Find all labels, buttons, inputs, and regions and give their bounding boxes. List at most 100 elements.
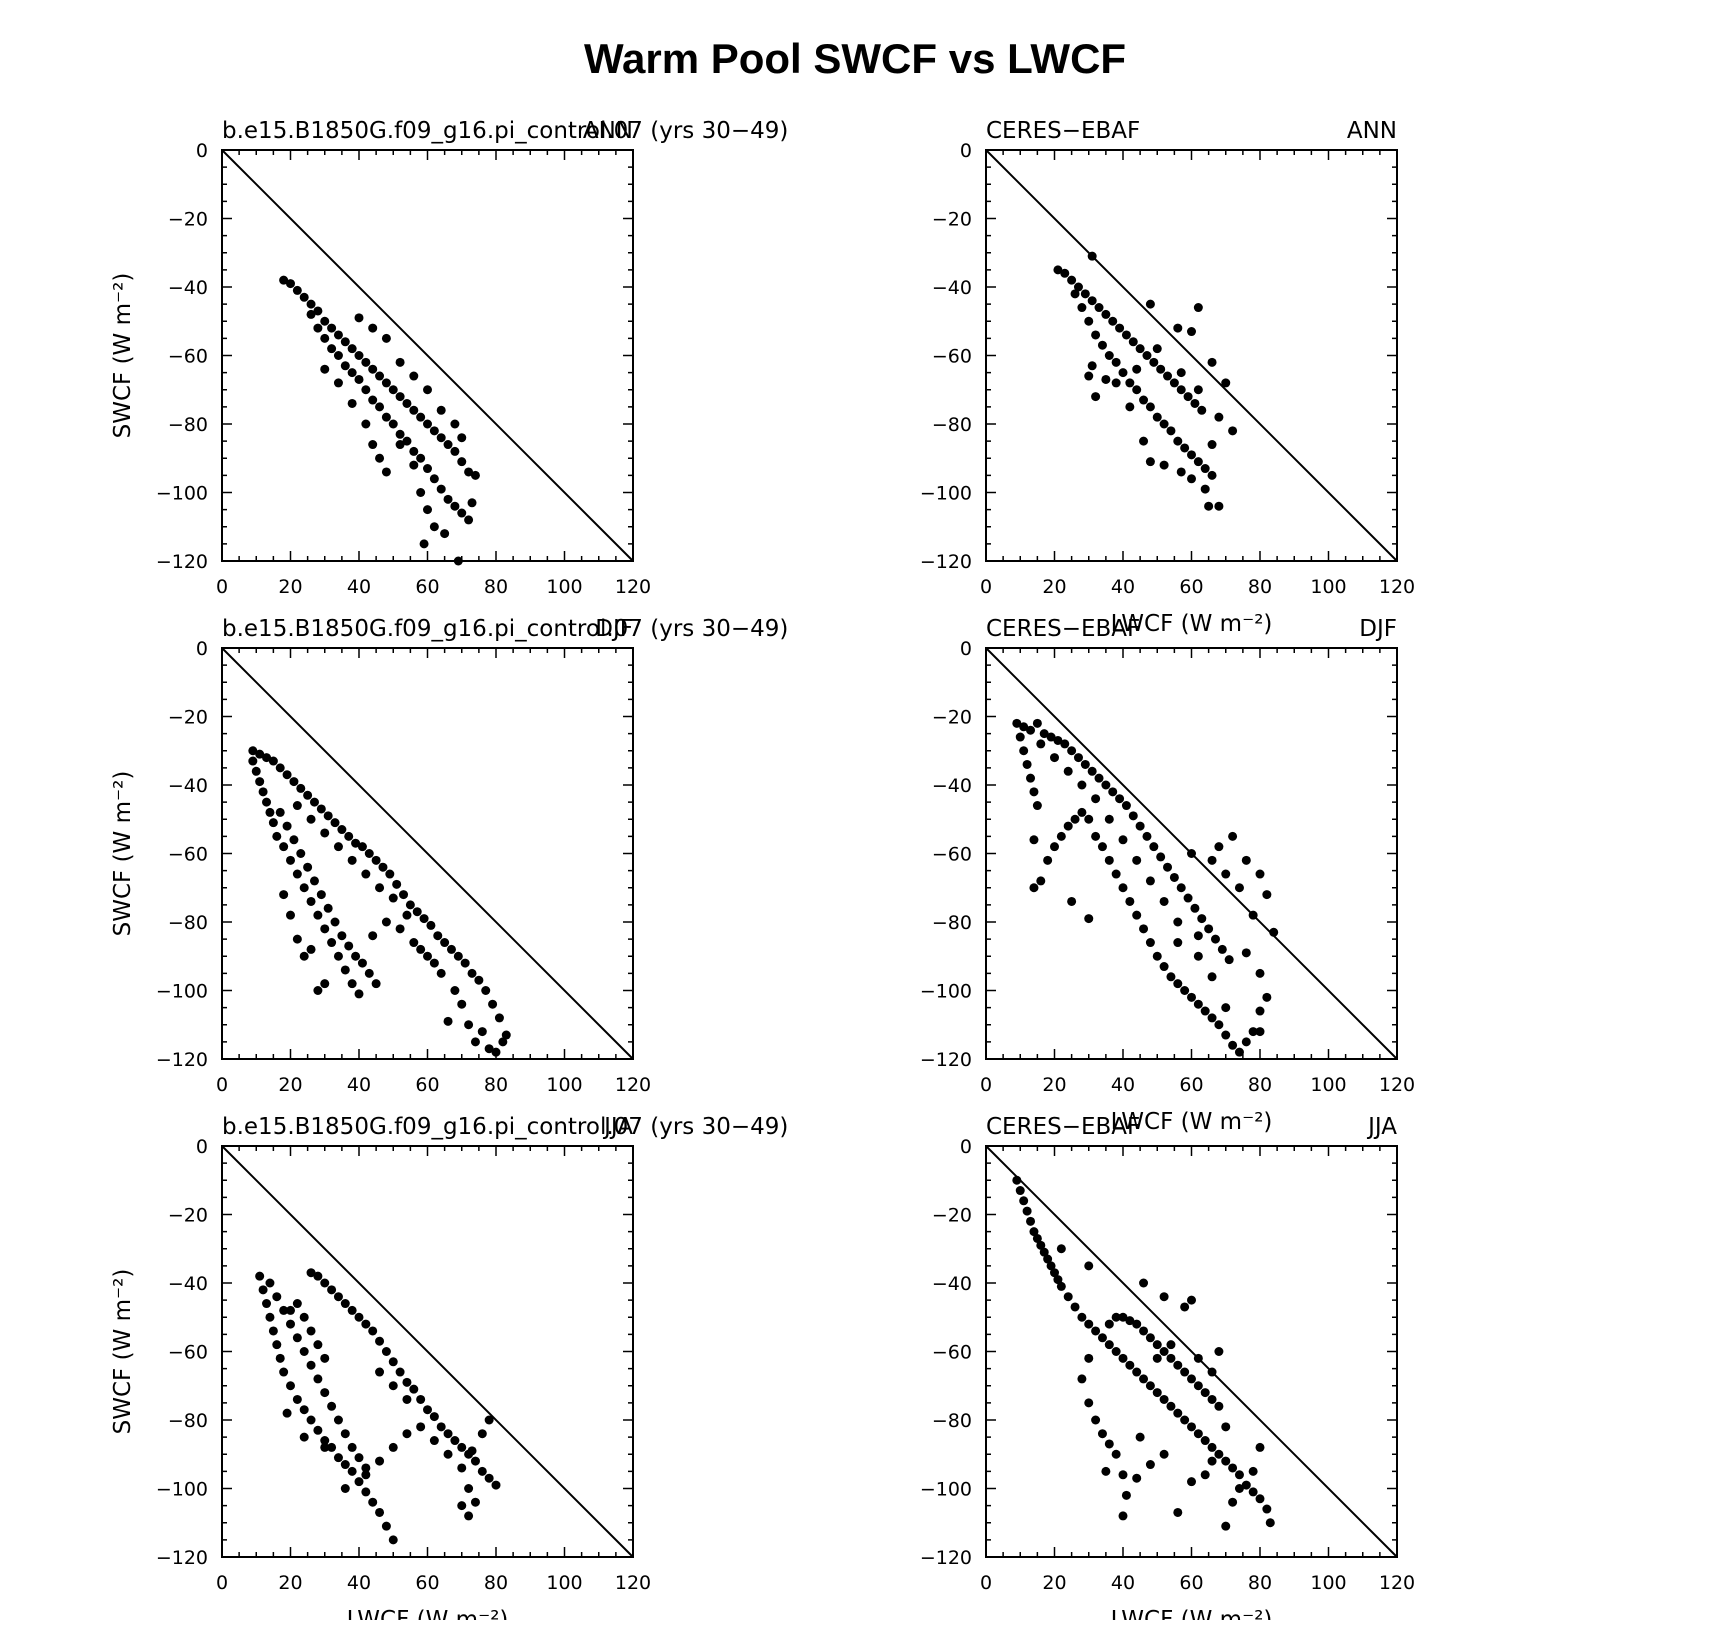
data-point <box>1228 426 1238 436</box>
data-point <box>313 910 323 920</box>
data-point <box>381 917 391 927</box>
data-point <box>1084 371 1094 381</box>
data-point <box>1187 992 1196 1002</box>
data-point <box>1026 725 1036 735</box>
data-point <box>1118 1353 1128 1363</box>
figure-title: Warm Pool SWCF vs LWCF <box>584 35 1126 82</box>
data-point <box>453 556 463 566</box>
y-tick-label: −80 <box>168 1410 208 1432</box>
data-point <box>1152 344 1162 354</box>
y-axis-title: SWCF (W m⁻²) <box>110 273 136 439</box>
data-point <box>1039 729 1049 739</box>
data-point <box>464 467 474 477</box>
data-point <box>1255 1442 1265 1452</box>
data-point <box>299 1347 309 1356</box>
data-point <box>1067 896 1077 906</box>
data-point <box>1084 1353 1094 1363</box>
data-point <box>1193 1429 1203 1439</box>
data-point <box>299 1405 309 1415</box>
data-point <box>347 398 357 408</box>
y-tick-label: −80 <box>932 414 972 436</box>
data-point <box>1255 1027 1265 1037</box>
y-tick-label: 0 <box>196 1136 208 1158</box>
data-point <box>248 746 258 756</box>
data-point <box>265 1278 275 1288</box>
data-point <box>296 783 306 793</box>
data-point <box>1121 1490 1131 1500</box>
y-tick-label: −80 <box>932 1410 972 1432</box>
data-point <box>333 951 343 961</box>
data-point <box>443 1016 453 1026</box>
data-point <box>443 1449 453 1459</box>
data-point <box>1022 1206 1032 1216</box>
data-point <box>402 1429 412 1439</box>
data-point <box>327 1401 337 1411</box>
data-point <box>464 1484 474 1493</box>
data-point <box>1207 855 1217 865</box>
y-tick-label: −100 <box>920 1479 972 1501</box>
data-point <box>1053 1275 1063 1285</box>
data-point <box>1187 1374 1196 1384</box>
data-point <box>286 1319 295 1329</box>
season-label: ANN <box>583 118 633 144</box>
data-point <box>1187 1295 1196 1305</box>
data-point <box>1176 467 1186 477</box>
data-point <box>1204 501 1214 511</box>
data-point <box>262 753 272 763</box>
data-point <box>1139 395 1149 405</box>
data-point <box>429 1436 439 1446</box>
data-point <box>1111 357 1121 367</box>
data-point <box>1145 938 1155 948</box>
data-point <box>320 364 330 374</box>
data-point <box>1248 1466 1258 1476</box>
data-point <box>412 907 422 917</box>
data-point <box>1036 1240 1046 1250</box>
data-point <box>299 1432 309 1442</box>
data-point <box>1214 501 1224 511</box>
data-point <box>255 749 265 759</box>
data-point <box>347 344 357 354</box>
data-point <box>1149 357 1159 367</box>
data-point <box>1118 1470 1128 1480</box>
data-point <box>416 1422 426 1432</box>
data-point <box>1169 378 1179 388</box>
data-point <box>320 1278 330 1288</box>
data-point <box>1152 1340 1162 1350</box>
data-point <box>1063 766 1073 776</box>
data-point <box>1159 896 1169 906</box>
data-point <box>1193 999 1203 1009</box>
y-tick-label: −100 <box>156 1479 208 1501</box>
data-point <box>1084 1319 1094 1329</box>
data-point <box>1111 1347 1121 1356</box>
x-tick-label: 60 <box>415 1572 439 1594</box>
data-point <box>1173 1408 1183 1418</box>
data-point <box>395 357 405 367</box>
data-point <box>292 869 302 879</box>
data-point <box>460 958 470 968</box>
data-point <box>1050 753 1059 763</box>
data-point <box>1255 1006 1265 1016</box>
data-point <box>1241 948 1251 958</box>
data-point <box>279 890 289 900</box>
data-point <box>316 890 326 900</box>
data-point <box>467 1446 477 1456</box>
data-point <box>1063 821 1073 831</box>
data-point <box>282 821 292 831</box>
data-point <box>368 1497 378 1507</box>
data-point <box>303 790 313 800</box>
y-tick-label: −40 <box>168 277 208 299</box>
y-tick-label: −120 <box>920 1049 972 1071</box>
case-label: b.e15.B1850G.f09_g16.pi_control.07 (yrs … <box>222 616 788 642</box>
x-tick-label: 40 <box>347 1572 371 1594</box>
x-tick-label: 120 <box>615 1572 651 1594</box>
data-point <box>1036 876 1046 886</box>
data-point <box>313 306 323 316</box>
data-point <box>1190 903 1200 913</box>
data-point <box>416 412 426 422</box>
data-point <box>484 1044 494 1054</box>
data-point <box>340 1429 350 1439</box>
data-point <box>337 931 347 941</box>
data-point <box>470 1497 480 1507</box>
data-point <box>1149 842 1159 852</box>
